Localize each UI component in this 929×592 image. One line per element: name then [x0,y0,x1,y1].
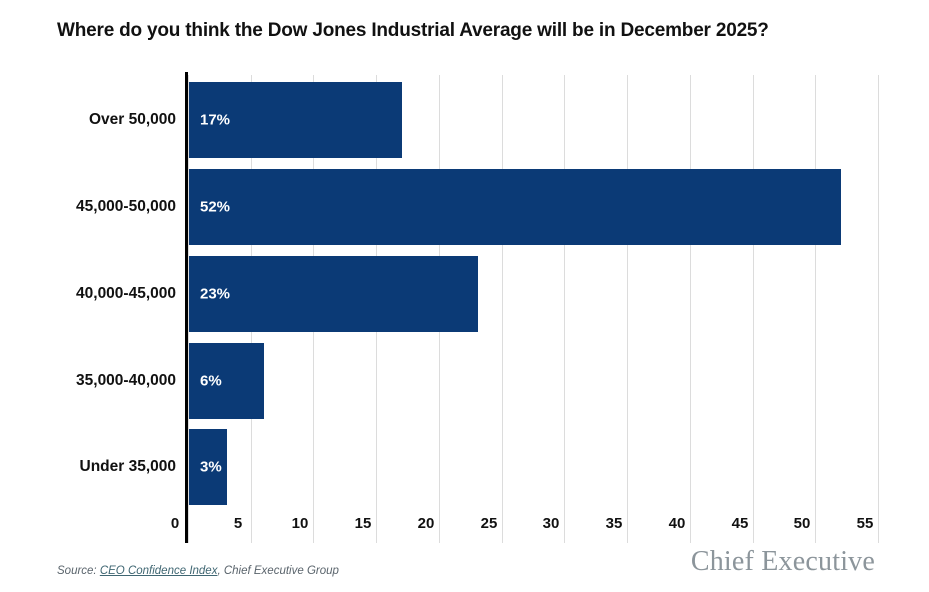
bar-value-label: 52% [200,198,231,216]
bar-45000-50000: 52% [189,169,841,245]
x-tick-label-45: 45 [731,515,749,532]
y-axis-line [185,72,188,543]
x-tick-label-15: 15 [354,515,372,532]
category-label-45000-50000: 45,000-50,000 [76,198,176,215]
gridline-40 [690,75,691,543]
gridline-50 [815,75,816,543]
gridline-45 [753,75,754,543]
x-tick-label-0: 0 [170,515,180,532]
x-tick-label-55: 55 [856,515,874,532]
gridline-55 [878,75,879,543]
gridline-0 [188,75,189,543]
gridline-25 [502,75,503,543]
source-link[interactable]: CEO Confidence Index [99,565,218,577]
plot-area: 17% 52% 23% 6% 3% 0 5 10 15 20 25 30 35 40 45 50 55 [171,75,901,543]
category-label-over-50000: Over 50,000 [88,111,176,128]
source-suffix: , Chief Executive Group [217,565,339,577]
bar-value-label: 3% [200,458,222,476]
bar-value-label: 6% [200,372,222,390]
x-tick-label-50: 50 [793,515,811,532]
gridline-30 [564,75,565,543]
x-tick-label-35: 35 [605,515,623,532]
x-tick-label-30: 30 [542,515,560,532]
x-tick-label-20: 20 [417,515,435,532]
category-label-35000-40000: 35,000-40,000 [76,372,176,389]
bar-35000-40000: 6% [189,343,264,419]
x-tick-label-10: 10 [291,515,309,532]
x-tick-label-25: 25 [480,515,498,532]
bar-value-label: 17% [200,111,231,129]
gridline-35 [627,75,628,543]
x-tick-label-40: 40 [668,515,686,532]
category-label-40000-45000: 40,000-45,000 [76,285,176,302]
category-label-under-35000: Under 35,000 [79,458,177,475]
bar-over-50000: 17% [189,82,402,158]
bar-value-label: 23% [200,285,231,303]
bar-40000-45000: 23% [189,256,478,332]
x-tick-label-5: 5 [233,515,243,532]
source-prefix: Source: [57,565,100,577]
chart-title: Where do you think the Dow Jones Industr… [57,20,769,41]
source-note: Source: CEO Confidence Index, Chief Exec… [57,565,339,577]
bar-under-35000: 3% [189,429,227,505]
chief-executive-logo: Chief Executive [690,546,875,577]
